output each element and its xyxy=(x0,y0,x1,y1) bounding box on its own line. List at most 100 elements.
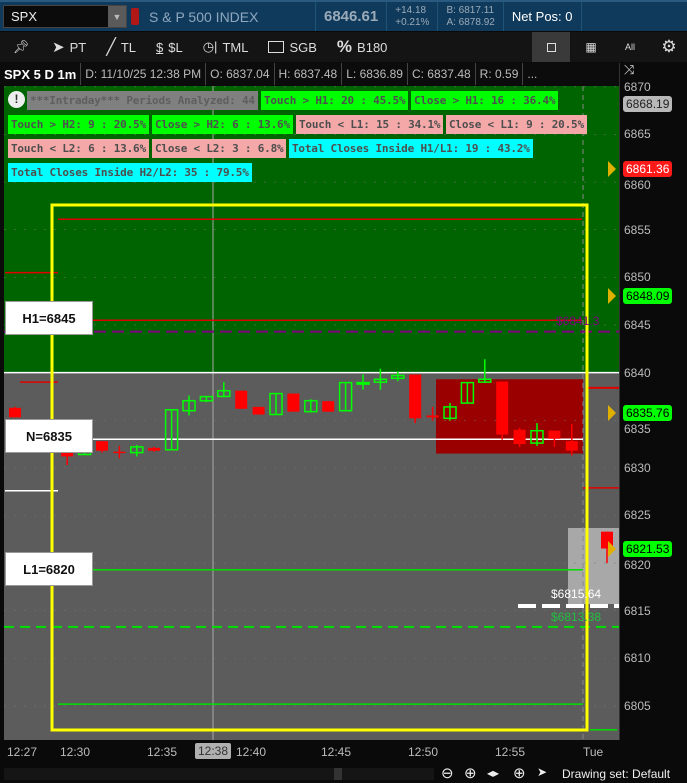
stat-box: Touch > H2: 9 : 20.5% xyxy=(8,115,149,134)
scrollbar-thumb[interactable] xyxy=(334,768,342,780)
stat-box: Total Closes Inside H2/L2: 35 : 79.5% xyxy=(8,163,252,182)
percent-icon: % xyxy=(336,37,353,56)
rectangle-icon xyxy=(268,41,285,53)
drawing-set[interactable]: Drawing set: Default xyxy=(562,767,671,781)
y-tick-label: 6840 xyxy=(624,365,651,380)
candle-body xyxy=(113,451,126,454)
drawing-toolbar: 📌︎ ➤ PT ╱ TL $ $L ◷| TML SGB % B180 ▦ All ⚙ xyxy=(0,32,687,62)
x-tick-label: 12:55 xyxy=(495,745,526,759)
candle-body xyxy=(287,393,300,412)
stat-box: Touch < L1: 15 : 34.1% xyxy=(296,115,444,134)
chevron-down-icon[interactable]: ▼ xyxy=(108,6,126,27)
candle-body xyxy=(9,407,21,418)
x-tick-label: 12:27 xyxy=(7,745,38,759)
tool-tl[interactable]: ╱ TL xyxy=(96,32,146,62)
crosshair-icon[interactable]: ⊕ xyxy=(513,765,526,782)
zoom-in-icon[interactable]: ⊕ xyxy=(464,765,477,782)
y-tick-label: 6850 xyxy=(624,270,651,285)
last-price: 6846.61 xyxy=(316,2,388,31)
candle-body xyxy=(199,395,214,402)
price-chart: $6841.3 $6815.64 $6813.38 xyxy=(4,86,619,740)
candle-body xyxy=(235,390,248,409)
tool-b180[interactable]: % B180 xyxy=(327,32,398,62)
bar-low: L: 6836.89 xyxy=(342,63,408,85)
tool-label: TML xyxy=(222,39,249,55)
horizontal-scrollbar[interactable] xyxy=(4,768,434,780)
y-tick-label: 6825 xyxy=(624,508,651,523)
bar-info: SPX 5 D 1m D: 11/10/25 12:38 PM O: 6837.… xyxy=(0,63,620,85)
stat-box: Close > H1: 16 : 36.4% xyxy=(411,91,559,110)
price-tag: 6861.36 xyxy=(623,161,673,178)
candle-body xyxy=(356,381,370,385)
chart-plot-area[interactable]: $6841.3 $6815.64 $6813.38 xyxy=(4,86,619,740)
price-tag: 6821.53 xyxy=(623,540,673,557)
tool-pt[interactable]: ➤ PT xyxy=(42,32,96,62)
zoom-out-icon[interactable]: ⊖ xyxy=(441,765,454,782)
crosshair-time-label: 12:38 xyxy=(195,743,232,759)
bar-open: O: 6837.04 xyxy=(206,63,275,85)
grid-icon: ▦ xyxy=(585,40,597,54)
bottom-bar: ⊖ ⊕ ◂▸ ⊕ ➤ Drawing set: Default xyxy=(0,765,687,783)
candle-body xyxy=(496,381,509,435)
candle-body xyxy=(130,446,144,454)
net-change: +14.18 xyxy=(395,4,427,16)
single-layout-button[interactable] xyxy=(532,32,570,62)
pct-change: +0.21% xyxy=(395,16,430,28)
symbol-selector[interactable]: SPX ▼ xyxy=(3,5,127,28)
tool-tml[interactable]: ◷| TML xyxy=(193,32,259,62)
stat-box: Close > H2: 6 : 13.6% xyxy=(152,115,293,134)
x-tick-label: 12:50 xyxy=(408,745,439,759)
more-info[interactable]: ... xyxy=(523,63,620,85)
candle-body xyxy=(182,399,196,412)
candle-body xyxy=(373,378,388,383)
bar-high: H: 6837.48 xyxy=(275,63,343,85)
auto-scale-icon[interactable]: ⤨ xyxy=(624,62,635,77)
tool-sgb[interactable]: SGB xyxy=(258,32,326,62)
bid-ask: B: 6817.11 A: 6878.92 xyxy=(438,2,504,31)
stat-box: Touch > H1: 20 : 45.5% xyxy=(261,91,409,110)
y-tick-label: 6820 xyxy=(624,557,651,572)
tool-label: B180 xyxy=(357,39,388,55)
square-icon xyxy=(546,42,556,52)
all-button[interactable]: All xyxy=(611,32,649,62)
symbol-bar: SPX ▼ S & P 500 INDEX 6846.61 +14.18 +0.21… xyxy=(0,0,687,31)
candle-body xyxy=(322,401,335,412)
time-axis[interactable]: 12:27 12:30 12:35 12:40 12:45 12:50 12:55 Tue 12… xyxy=(0,741,620,765)
pin-button[interactable]: 📌︎ xyxy=(0,32,42,62)
symbol-description: S & P 500 INDEX xyxy=(139,2,316,31)
level-label-l1: L1=6820 xyxy=(5,552,93,586)
candle-body xyxy=(338,381,353,412)
price-tag: 6868.19 xyxy=(623,96,673,113)
green-price-annotation: $6813.38 xyxy=(551,610,601,624)
grid-layout-button[interactable]: ▦ xyxy=(572,32,610,62)
white-price-annotation: $6815.64 xyxy=(551,587,601,601)
x-tick-label: 12:30 xyxy=(60,745,91,759)
y-tick-label: 6865 xyxy=(624,127,651,142)
tool-dollar-line[interactable]: $ $L xyxy=(146,32,193,62)
price-axis[interactable]: ⤨ 6868.19 6861.36 6848.09 6835.76 6821.53 687… xyxy=(608,62,687,740)
all-label: All xyxy=(624,42,635,52)
candle-body xyxy=(148,447,161,451)
bar-range: R: 0.59 xyxy=(476,63,524,85)
purple-price-annotation: $6841.3 xyxy=(556,314,600,328)
settings-button[interactable]: ⚙ xyxy=(650,32,687,62)
line-icon: ╱ xyxy=(106,39,116,56)
info-icon[interactable]: ! xyxy=(8,91,25,108)
pointer-icon[interactable]: ➤ xyxy=(537,765,548,779)
alert-flag-icon[interactable] xyxy=(131,8,139,25)
price-tag: 6835.76 xyxy=(623,404,673,421)
candle-body xyxy=(426,415,439,418)
candle-body xyxy=(513,429,526,445)
level-label-h1: H1=6845 xyxy=(5,301,93,335)
bar-date: D: 11/10/25 12:38 PM xyxy=(81,63,207,85)
stats-header: ***Intraday*** Periods Analyzed: 44 xyxy=(27,91,258,110)
candle-body xyxy=(61,449,74,457)
y-tick-label: 6845 xyxy=(624,317,651,332)
tool-label: PT xyxy=(69,39,87,55)
ask: A: 6878.92 xyxy=(446,16,495,28)
price-tag: 6848.09 xyxy=(623,287,673,304)
candle-body xyxy=(96,441,108,451)
pan-icon[interactable]: ◂▸ xyxy=(487,766,500,780)
pin-icon: 📌︎ xyxy=(12,39,30,54)
dollar-line-icon: $ xyxy=(156,39,164,55)
